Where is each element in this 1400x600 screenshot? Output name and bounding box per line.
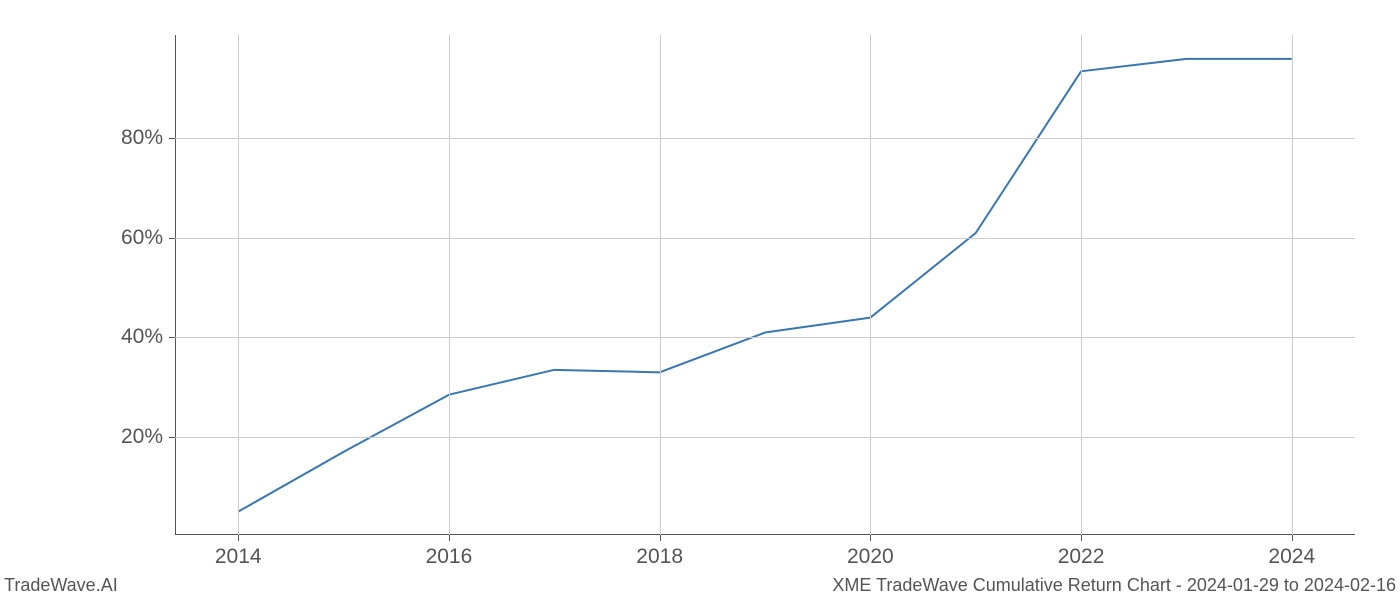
x-tick-label: 2018 xyxy=(636,545,683,569)
grid-line-vertical xyxy=(870,35,871,535)
grid-line-vertical xyxy=(1292,35,1293,535)
grid-line-horizontal xyxy=(175,337,1355,338)
x-tick-mark xyxy=(1292,535,1293,541)
grid-line-vertical xyxy=(238,35,239,535)
x-tick-label: 2016 xyxy=(426,545,473,569)
grid-line-vertical xyxy=(660,35,661,535)
grid-line-vertical xyxy=(449,35,450,535)
x-tick-label: 2020 xyxy=(847,545,894,569)
y-tick-mark xyxy=(169,138,175,139)
y-tick-mark xyxy=(169,337,175,338)
line-series-svg xyxy=(175,35,1355,535)
grid-line-horizontal xyxy=(175,138,1355,139)
x-tick-mark xyxy=(660,535,661,541)
x-tick-mark xyxy=(1081,535,1082,541)
grid-line-horizontal xyxy=(175,238,1355,239)
x-tick-mark xyxy=(238,535,239,541)
footer-caption: XME TradeWave Cumulative Return Chart - … xyxy=(832,575,1396,596)
grid-line-horizontal xyxy=(175,437,1355,438)
y-tick-label: 80% xyxy=(121,126,163,150)
y-tick-label: 20% xyxy=(121,425,163,449)
y-tick-label: 60% xyxy=(121,226,163,250)
y-tick-mark xyxy=(169,437,175,438)
chart-plot-area: 20142016201820202022202420%40%60%80% xyxy=(175,35,1355,535)
x-tick-label: 2022 xyxy=(1058,545,1105,569)
x-tick-label: 2014 xyxy=(215,545,262,569)
x-tick-label: 2024 xyxy=(1268,545,1315,569)
y-tick-label: 40% xyxy=(121,325,163,349)
y-tick-mark xyxy=(169,238,175,239)
footer-brand: TradeWave.AI xyxy=(4,575,118,596)
x-tick-mark xyxy=(449,535,450,541)
grid-line-vertical xyxy=(1081,35,1082,535)
x-tick-mark xyxy=(870,535,871,541)
